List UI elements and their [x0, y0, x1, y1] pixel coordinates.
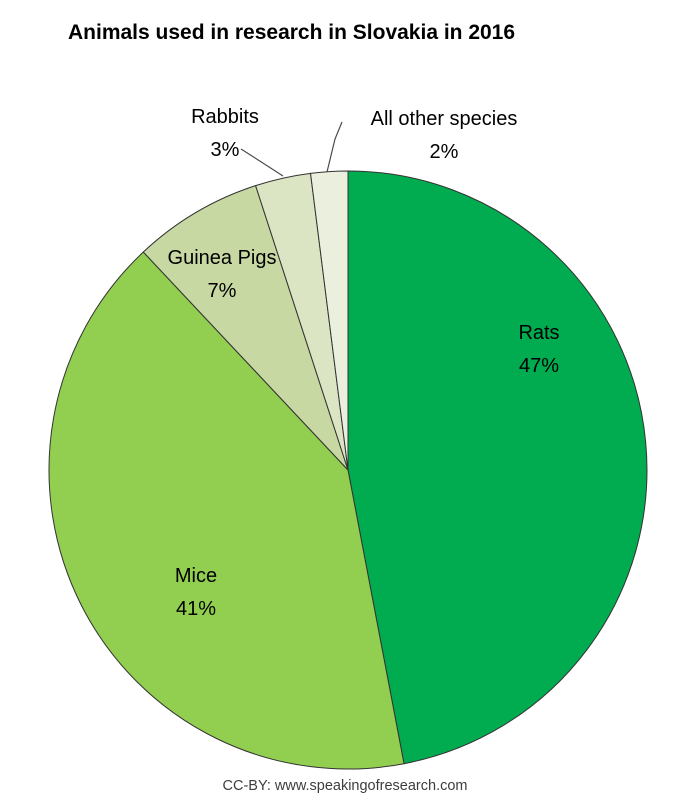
- pie-slice-all-other-species: [310, 170, 349, 471]
- pie-slices: [48, 170, 648, 770]
- footer-credit: CC-BY: www.speakingofresearch.com: [222, 778, 468, 794]
- slice-name-mice: Mice: [174, 565, 218, 587]
- slice-name-all-other-species: All other species: [370, 108, 518, 130]
- slice-name-rabbits: Rabbits: [191, 106, 259, 128]
- slice-pct-rats: 47%: [518, 355, 560, 377]
- slice-label-mice: Mice 41%: [175, 560, 217, 626]
- slice-name-guinea-pigs: Guinea Pigs: [167, 247, 277, 269]
- chart-title: Animals used in research in Slovakia in …: [68, 21, 516, 44]
- pie-slice-rats: [347, 170, 648, 765]
- pie-slice-guinea-pigs: [142, 185, 349, 471]
- pie-slice-mice: [48, 251, 405, 770]
- slice-pct-guinea-pigs: 7%: [207, 280, 237, 302]
- slice-label-rats: Rats 47%: [518, 317, 559, 383]
- slice-name-rats: Rats: [518, 322, 560, 344]
- leader-line-all-other-species: [326, 121, 343, 173]
- slice-label-guinea-pigs: Guinea Pigs 7%: [168, 242, 277, 308]
- leader-line-rabbits: [240, 148, 284, 177]
- slice-label-rabbits: Rabbits 3%: [191, 101, 259, 167]
- slice-label-all-other-species: All other species 2%: [371, 103, 518, 169]
- slice-pct-mice: 41%: [175, 598, 217, 620]
- slice-pct-all-other-species: 2%: [429, 141, 459, 163]
- slice-pct-rabbits: 3%: [210, 139, 240, 161]
